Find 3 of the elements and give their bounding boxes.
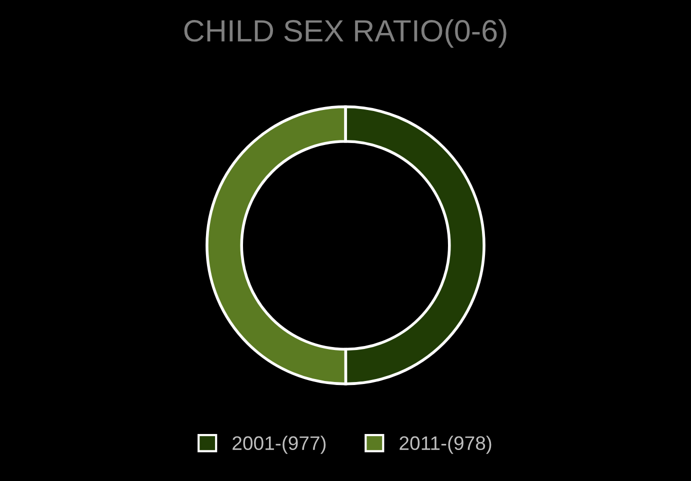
legend-label: 2011-(978) [400, 436, 492, 454]
legend-label: 2001-(977) [232, 436, 326, 454]
chart-title: CHILD SEX RATIO(0-6) [184, 19, 506, 48]
